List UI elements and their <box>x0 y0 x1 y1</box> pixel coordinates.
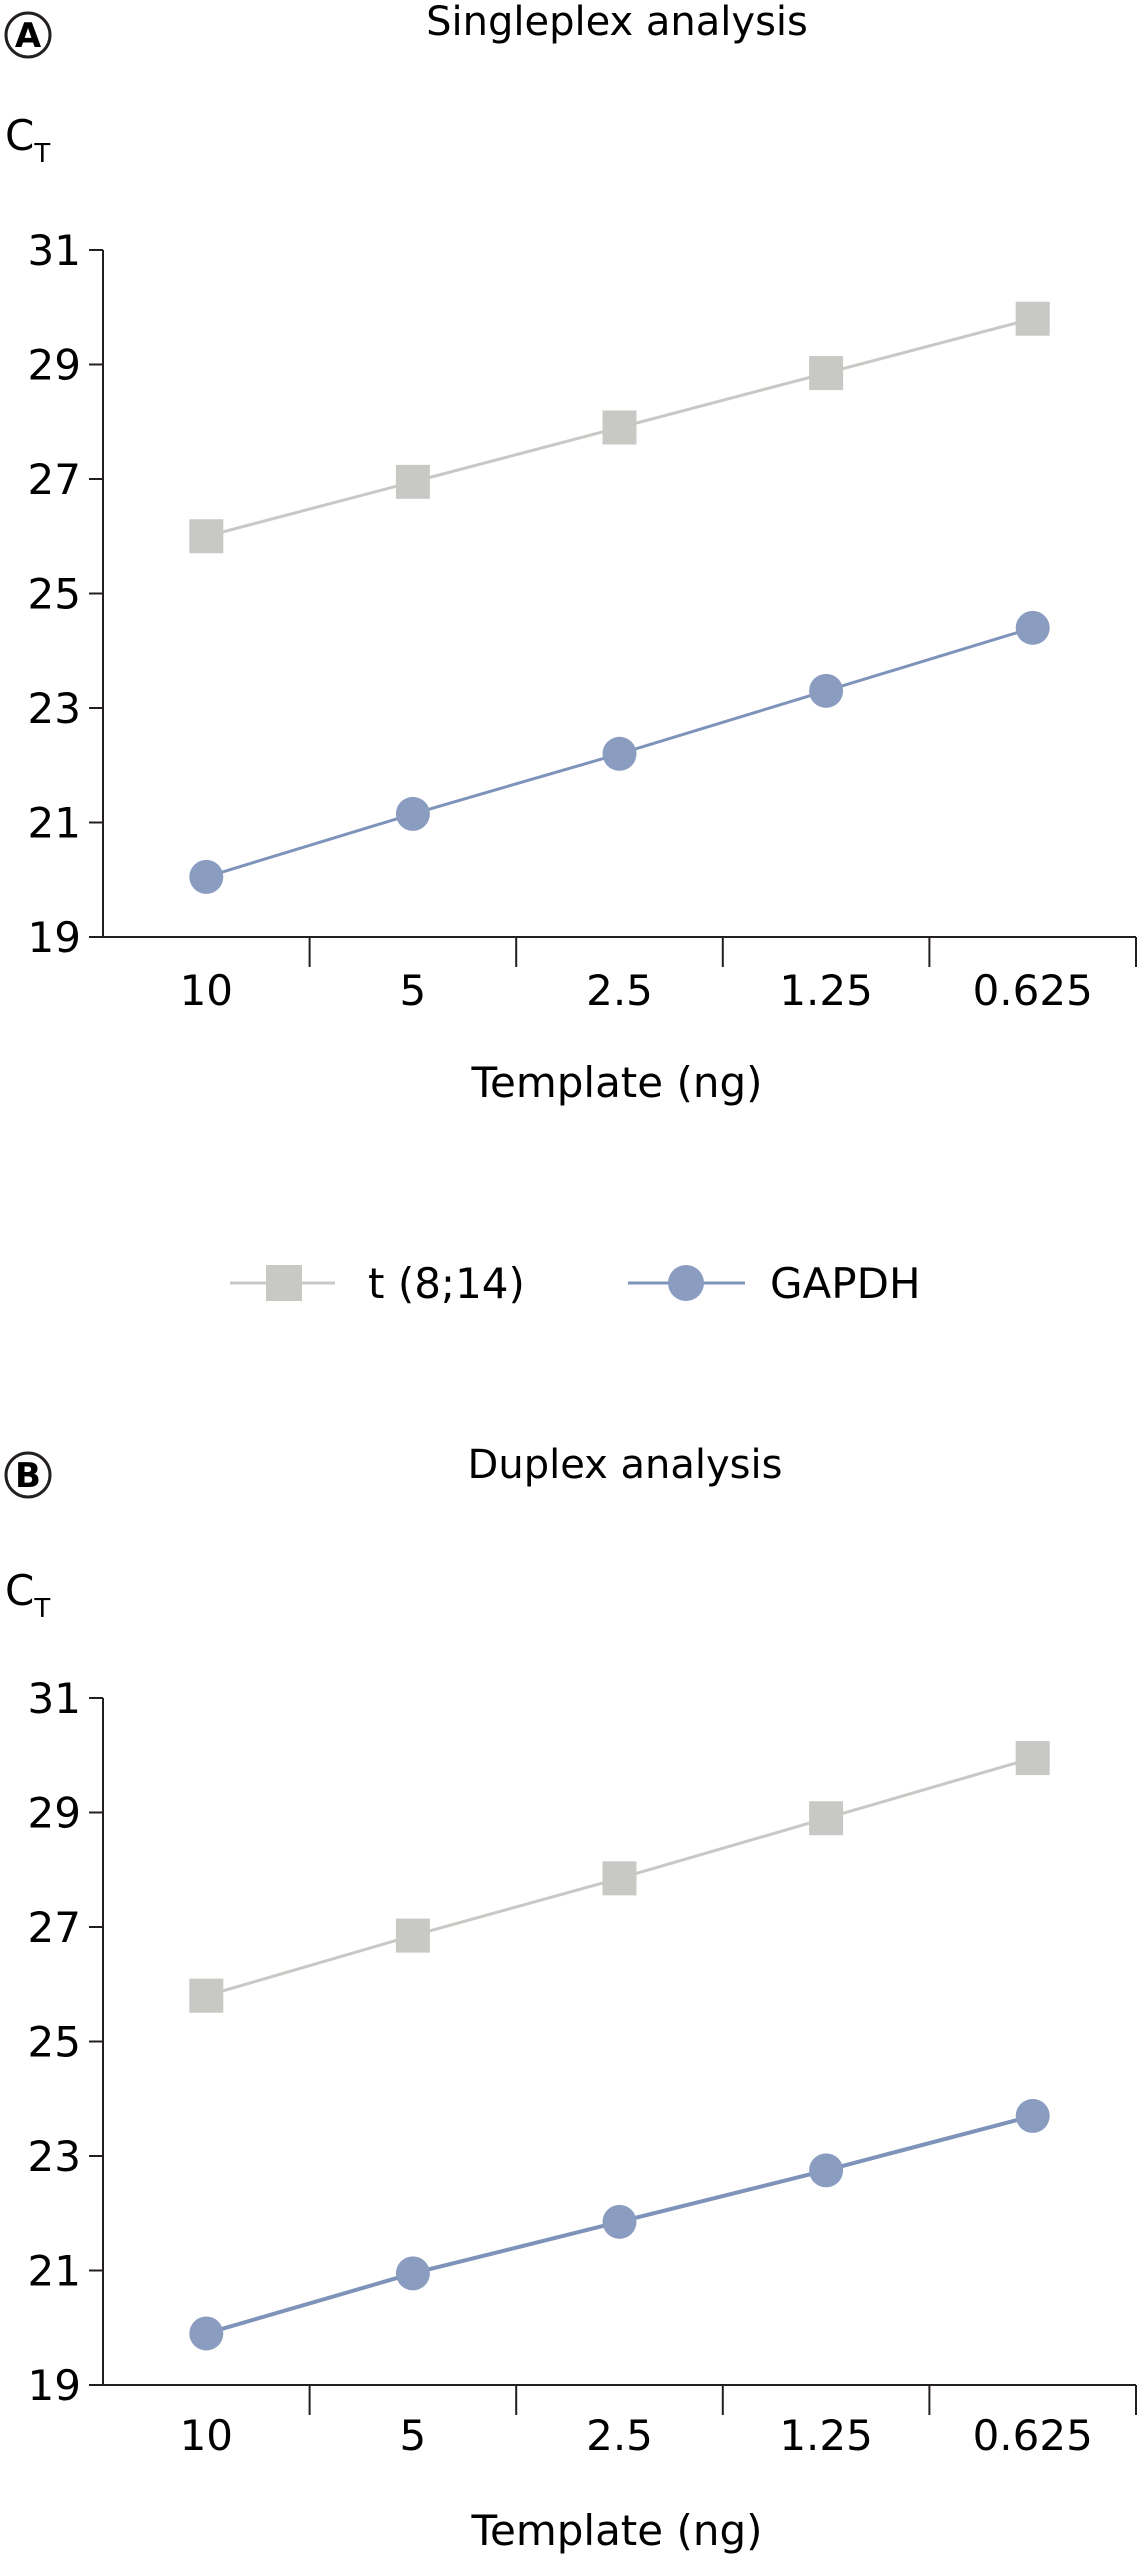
panel-b-letter-circle <box>4 1451 52 1499</box>
data-point-gapdh <box>395 796 430 831</box>
panel-b-title: Duplex analysis <box>468 1442 783 1488</box>
data-point-gapdh <box>602 2204 637 2239</box>
legend-item-t814: t (8;14) <box>230 1259 525 1308</box>
panel-a-letter: A <box>15 16 42 56</box>
y-tick-label: 27 <box>28 1903 81 1952</box>
legend: t (8;14) GAPDH <box>230 1259 921 1308</box>
panel-b-xlabel: Template (ng) <box>470 2506 762 2555</box>
data-point-gapdh <box>395 2256 430 2291</box>
x-tick-label: 0.625 <box>973 966 1093 1015</box>
data-point-gapdh <box>602 736 637 771</box>
panel-b-chart: 19 21 23 25 27 29 31 10 5 2.5 1.25 0.625 <box>28 1674 1137 2460</box>
y-tick-label: 31 <box>28 226 81 275</box>
y-tick-label: 31 <box>28 1674 81 1723</box>
y-tick-label: 27 <box>28 455 81 504</box>
data-point-t814 <box>602 1861 637 1896</box>
data-point-gapdh <box>1015 610 1050 645</box>
data-point-t814 <box>189 1978 224 2013</box>
panel-a-xlabel: Template (ng) <box>470 1058 762 1107</box>
y-tick-label: 21 <box>28 2247 81 2296</box>
panel-a-title: Singleplex analysis <box>426 0 808 45</box>
data-point-t814 <box>395 1918 430 1953</box>
x-tick-label: 2.5 <box>586 2411 653 2460</box>
y-tick-label: 21 <box>28 799 81 848</box>
y-tick-label: 19 <box>28 2361 81 2410</box>
data-point-gapdh <box>809 673 844 708</box>
legend-square-marker <box>266 1265 302 1301</box>
legend-circle-marker <box>668 1265 704 1301</box>
data-point-t814 <box>809 356 844 391</box>
y-tick-label: 29 <box>28 341 81 390</box>
data-point-t814 <box>1015 1741 1050 1776</box>
y-tick-label: 29 <box>28 1789 81 1838</box>
data-point-t814 <box>602 410 637 445</box>
legend-item-gapdh: GAPDH <box>628 1259 921 1308</box>
panel-a-letter-circle <box>4 11 52 59</box>
x-tick-label: 0.625 <box>973 2411 1093 2460</box>
x-tick-label: 5 <box>400 966 427 1015</box>
y-tick-label: 25 <box>28 570 81 619</box>
data-point-t814 <box>1015 301 1050 336</box>
panel-b-header: B Duplex analysis CT <box>4 1442 783 1624</box>
data-point-t814 <box>809 1801 844 1836</box>
x-tick-label: 1.25 <box>779 2411 873 2460</box>
data-point-t814 <box>395 464 430 499</box>
data-point-gapdh <box>809 2153 844 2188</box>
panel-a-header: A Singleplex analysis CT <box>4 0 808 169</box>
x-tick-label: 2.5 <box>586 966 653 1015</box>
y-tick-label: 25 <box>28 2018 81 2067</box>
x-tick-label: 5 <box>400 2411 427 2460</box>
data-point-gapdh <box>189 859 224 894</box>
legend-label-t814: t (8;14) <box>368 1259 525 1308</box>
y-tick-label: 19 <box>28 913 81 962</box>
panel-a-ylabel: CT <box>5 111 50 169</box>
data-point-gapdh <box>189 2316 224 2351</box>
data-point-gapdh <box>1015 2098 1050 2133</box>
x-tick-label: 10 <box>180 2411 233 2460</box>
y-tick-label: 23 <box>28 684 81 733</box>
panel-a-chart: 19 21 23 25 27 29 31 10 5 2.5 1.25 0.625 <box>28 226 1137 1015</box>
data-point-t814 <box>189 519 224 554</box>
x-tick-label: 10 <box>180 966 233 1015</box>
legend-label-gapdh: GAPDH <box>770 1259 921 1308</box>
y-tick-label: 23 <box>28 2132 81 2181</box>
panel-b-ylabel: CT <box>5 1566 50 1624</box>
x-tick-label: 1.25 <box>779 966 873 1015</box>
panel-b-letter: B <box>15 1456 41 1496</box>
